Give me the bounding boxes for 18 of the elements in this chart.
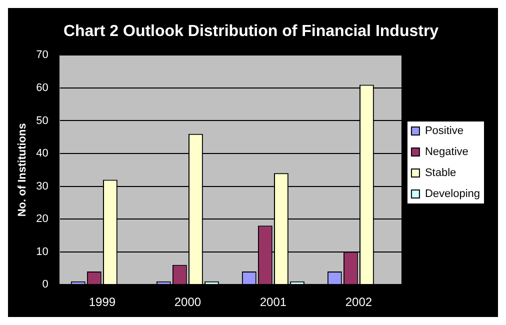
y-tick-label: 10 bbox=[36, 246, 48, 258]
y-tick-label: 50 bbox=[36, 114, 48, 127]
chart-title: Chart 2 Outlook Distribution of Financial Industry bbox=[63, 23, 439, 40]
y-tick-label: 30 bbox=[36, 180, 48, 192]
y-tick-label: 60 bbox=[36, 82, 48, 94]
x-tick-label: 2000 bbox=[174, 295, 202, 310]
legend-label: Positive bbox=[424, 125, 464, 138]
y-axis-title: No. of Institutions bbox=[16, 123, 29, 217]
y-tick-label: 20 bbox=[36, 213, 48, 226]
legend-label: Developing bbox=[424, 188, 480, 200]
y-tick-label: 70 bbox=[36, 49, 48, 62]
y-tick-label: 0 bbox=[42, 278, 48, 291]
x-tick-label: 2002 bbox=[345, 295, 372, 310]
legend-label: Stable bbox=[424, 167, 456, 180]
x-tick-label: 1999 bbox=[88, 295, 116, 310]
x-tick-label: 2001 bbox=[260, 295, 287, 310]
legend-label: Negative bbox=[424, 146, 468, 158]
y-tick-label: 40 bbox=[36, 148, 48, 160]
